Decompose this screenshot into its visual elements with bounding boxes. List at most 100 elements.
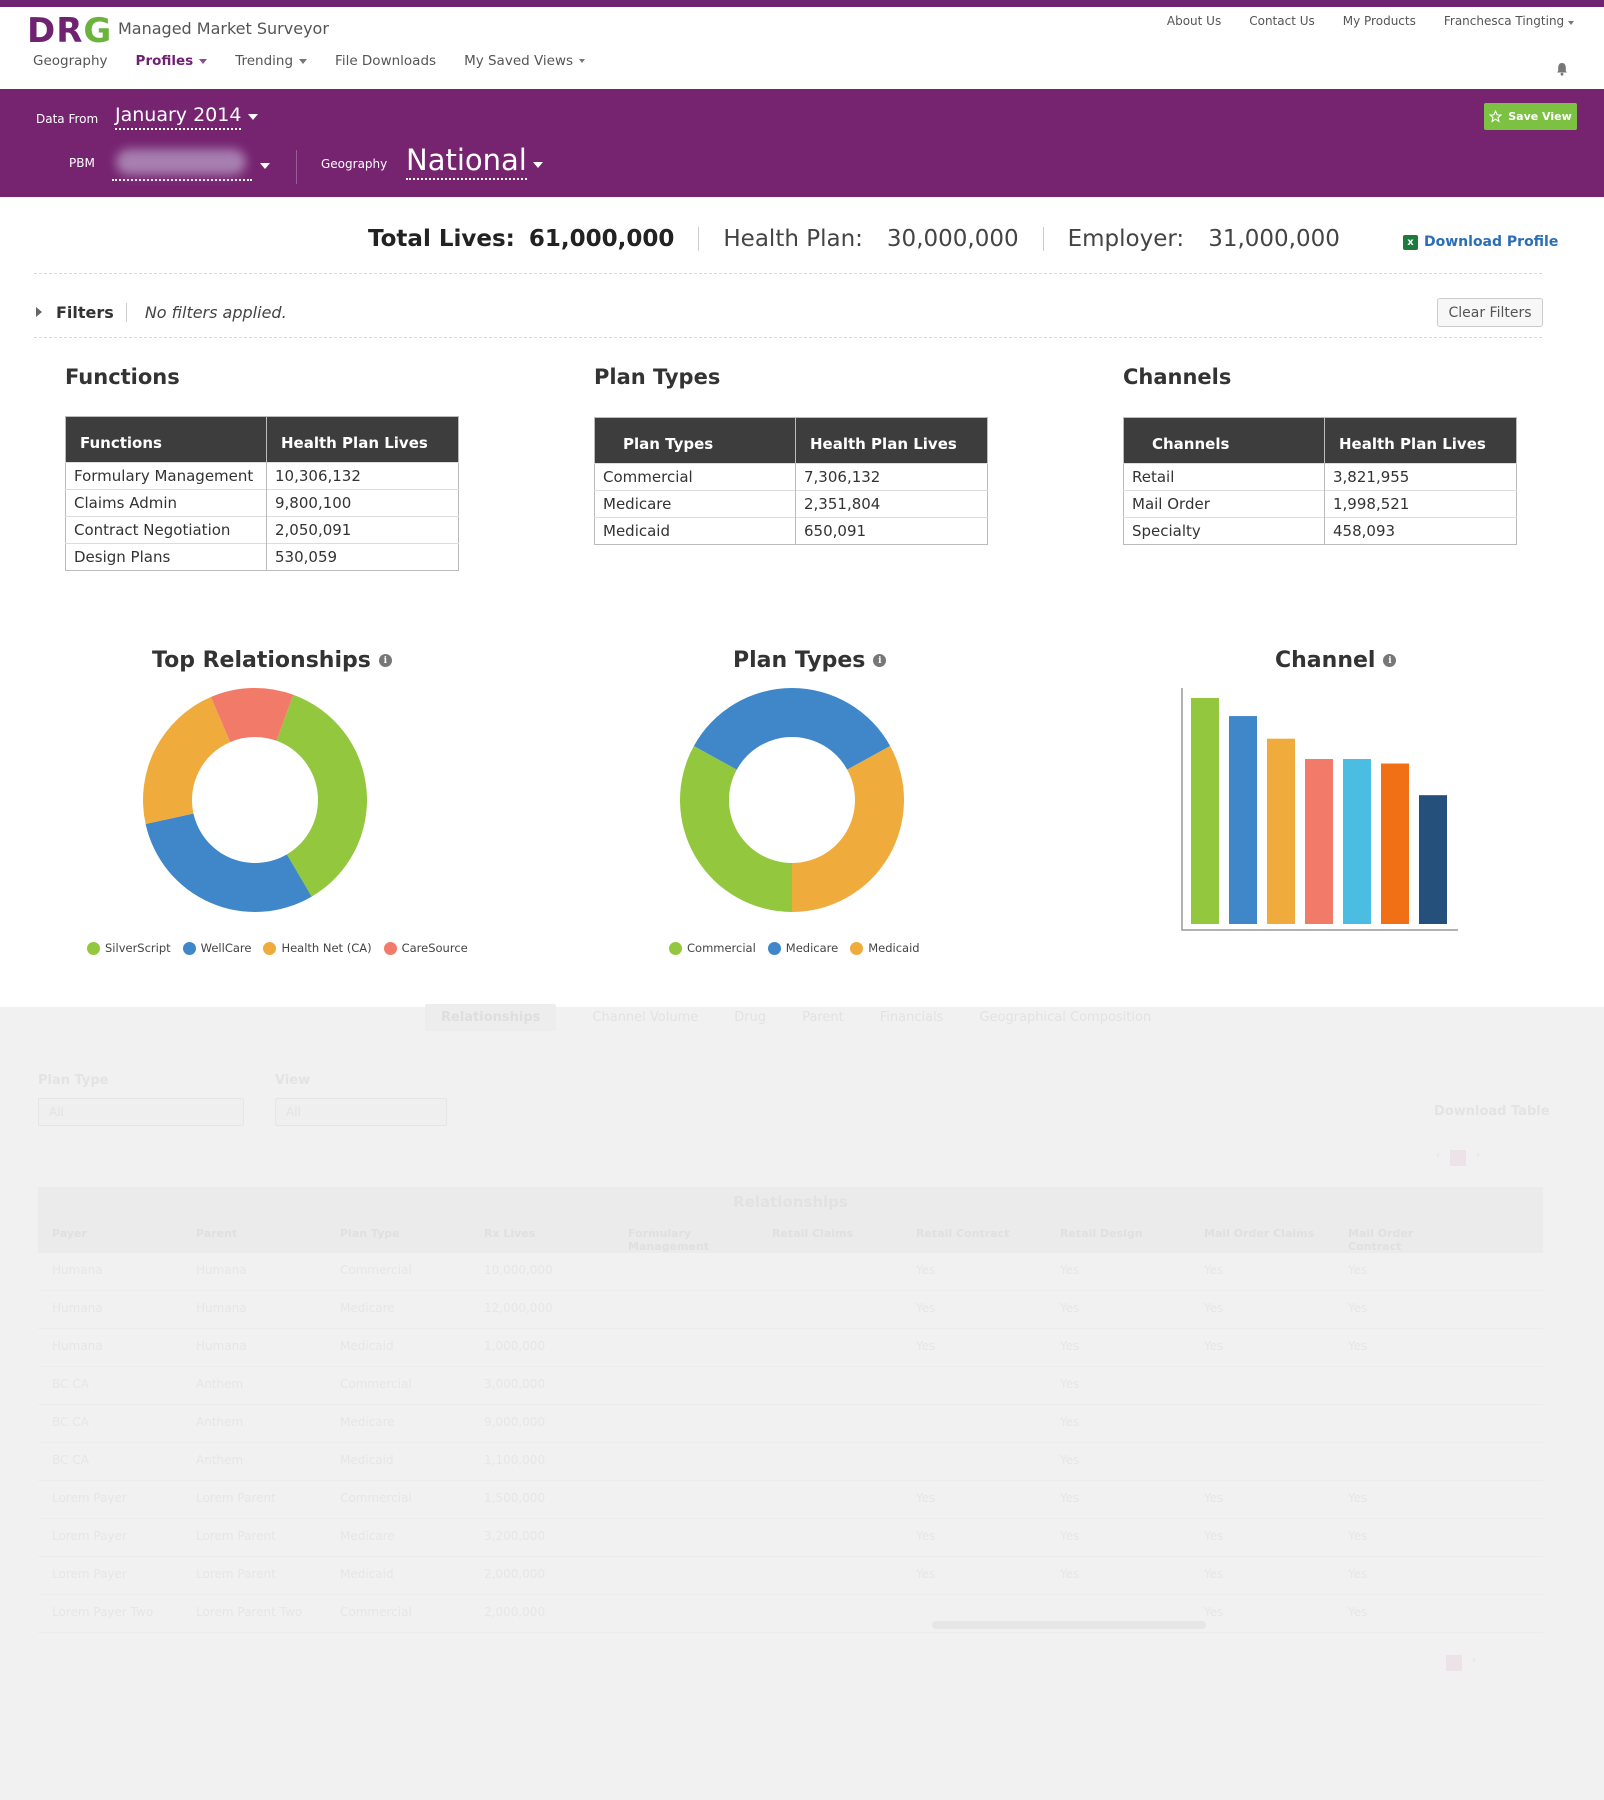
donut-slice-commercial[interactable] [680, 746, 792, 912]
table-row[interactable]: Lorem Payer Lorem Parent Medicare 3,200,000… [38, 1519, 1543, 1557]
info-icon[interactable]: i [378, 654, 392, 667]
column-header[interactable]: Parent [196, 1227, 238, 1240]
legend-item[interactable]: SilverScript [87, 941, 171, 955]
channel-bar-5[interactable] [1343, 759, 1371, 924]
tab-geographical-composition[interactable]: Geographical Composition [979, 1010, 1152, 1025]
table-row[interactable]: Humana Humana Medicare 12,000,000 Yes Yes Yes Y… [38, 1291, 1543, 1329]
horizontal-scrollbar[interactable] [932, 1621, 1206, 1629]
table-cell [614, 1253, 758, 1290]
donut-slice-caresource[interactable] [210, 688, 294, 743]
pbm-select[interactable] [112, 145, 252, 181]
channel-bar-4[interactable] [1305, 759, 1333, 924]
table-cell: Yes [1060, 1529, 1080, 1543]
plan-type-select[interactable]: All [38, 1098, 244, 1126]
table-cell: BC CA [52, 1415, 89, 1429]
my-products-link[interactable]: My Products [1342, 14, 1416, 28]
nav-my-saved-views[interactable]: My Saved Views [464, 53, 586, 69]
channel-bar-3[interactable] [1267, 738, 1295, 924]
table-row[interactable]: Lorem Payer Two Lorem Parent Two Commercia… [38, 1595, 1543, 1633]
donut-slice-medicaid[interactable] [792, 746, 904, 912]
table-row[interactable]: BC CA Anthem Commercial 3,000,000 Yes [38, 1367, 1543, 1405]
user-menu[interactable]: Franchesca Tingting [1444, 14, 1574, 28]
pager-current[interactable] [1450, 1150, 1466, 1166]
pager-current[interactable] [1446, 1655, 1462, 1671]
clear-filters-button[interactable]: Clear Filters [1437, 298, 1543, 327]
view-label: View [275, 1073, 311, 1088]
channel-bar-1[interactable] [1191, 698, 1219, 924]
info-icon[interactable]: i [873, 654, 887, 667]
table-row[interactable]: Lorem Payer Lorem Parent Commercial 1,500,0… [38, 1481, 1543, 1519]
column-header[interactable]: Rx Lives [484, 1227, 536, 1240]
download-profile-link[interactable]: x Download Profile [1403, 234, 1558, 250]
donut-slice-silverscript[interactable] [276, 694, 368, 897]
legend-item[interactable]: Medicare [767, 941, 838, 955]
table-cell: Lorem Parent [196, 1529, 276, 1543]
channel-bar-6[interactable] [1381, 763, 1409, 924]
donut-slice-health-net-ca[interactable] [143, 697, 231, 825]
tab-financials[interactable]: Financials [879, 1010, 944, 1025]
table-cell: Yes [1348, 1605, 1368, 1619]
select-value: All [49, 1105, 64, 1119]
donut-slice-medicare[interactable] [693, 688, 891, 770]
table-cell: Claims Admin [65, 489, 267, 517]
legend-item[interactable]: Commercial [669, 941, 756, 955]
nav-label: File Downloads [335, 53, 437, 69]
column-header[interactable]: Plan Type [340, 1227, 400, 1240]
expand-triangle-icon[interactable] [36, 307, 42, 317]
info-icon[interactable]: i [1383, 654, 1397, 667]
column-header[interactable]: Payer [52, 1227, 87, 1240]
filters-toggle[interactable]: Filters [56, 302, 127, 322]
data-from-select[interactable]: January 2014 [115, 104, 242, 130]
tab-relationships[interactable]: Relationships [425, 1004, 557, 1031]
save-view-button[interactable]: Save View [1484, 103, 1577, 130]
nav-geography[interactable]: Geography [33, 53, 108, 69]
nav-profiles[interactable]: Profiles [136, 53, 208, 69]
table-row: Mail Order 1,998,521 [1123, 490, 1517, 518]
column-header[interactable]: Retail Contract [916, 1227, 1010, 1240]
about-us-link[interactable]: About Us [1166, 14, 1222, 28]
drg-logo[interactable]: DRG [27, 11, 113, 51]
nav-trending[interactable]: Trending [235, 53, 308, 69]
nav-file-downloads[interactable]: File Downloads [335, 53, 436, 69]
table-cell: 10,000,000 [484, 1263, 553, 1277]
tab-drug[interactable]: Drug [734, 1010, 767, 1025]
legend-item[interactable]: Health Net (CA) [263, 941, 372, 955]
plan-types-title: Plan Types [594, 365, 721, 389]
table-row[interactable]: BC CA Anthem Medicaid 1,100,000 Yes [38, 1443, 1543, 1481]
channel-bar-7[interactable] [1419, 795, 1447, 924]
view-select[interactable]: All [275, 1098, 447, 1126]
star-icon [1489, 110, 1503, 123]
legend-item[interactable]: CareSource [383, 941, 468, 955]
column-header[interactable]: Mail Order Claims [1204, 1227, 1315, 1240]
channel-bar-2[interactable] [1229, 716, 1257, 924]
contact-us-link[interactable]: Contact Us [1249, 14, 1315, 28]
chevron-down-icon[interactable] [248, 114, 258, 120]
pager-prev[interactable]: ‹ [1436, 1150, 1440, 1161]
table-row[interactable]: Humana Humana Commercial 10,000,000 Yes Yes Ye… [38, 1253, 1543, 1291]
table-row[interactable]: Lorem Payer Lorem Parent Medicaid 2,000,000… [38, 1557, 1543, 1595]
main-nav: Geography Profiles Trending File Downloa… [33, 53, 586, 69]
chevron-down-icon[interactable] [533, 162, 543, 168]
column-header[interactable]: Retail Design [1060, 1227, 1143, 1240]
legend-item[interactable]: Medicaid [850, 941, 920, 955]
pager-next[interactable]: › [1472, 1655, 1476, 1666]
pager-next[interactable]: › [1476, 1150, 1480, 1161]
table-cell: Lorem Payer [52, 1567, 127, 1581]
table-row[interactable]: Humana Humana Medicaid 1,000,000 Yes Yes Yes Ye… [38, 1329, 1543, 1367]
legend-item[interactable]: WellCare [182, 941, 251, 955]
table-cell: Humana [196, 1339, 247, 1353]
geography-select[interactable]: National [406, 144, 527, 180]
table-cell: 3,821,955 [1324, 463, 1517, 491]
tab-parent[interactable]: Parent [802, 1010, 844, 1025]
bell-icon[interactable] [1556, 62, 1568, 76]
column-header[interactable]: Retail Claims [772, 1227, 854, 1240]
chevron-down-icon[interactable] [260, 163, 270, 169]
column-header[interactable]: Formulary Management [628, 1227, 709, 1253]
table-row[interactable]: BC CA Anthem Medicare 9,000,000 Yes [38, 1405, 1543, 1443]
download-table-link[interactable]: Download Table [1434, 1104, 1550, 1119]
tab-channel-volume[interactable]: Channel Volume [592, 1010, 699, 1025]
donut-slice-wellcare[interactable] [145, 813, 312, 912]
table-cell: 7,306,132 [795, 463, 988, 491]
column-header[interactable]: Mail Order Contract [1348, 1227, 1414, 1253]
pager-top: ‹ › [1436, 1150, 1480, 1166]
